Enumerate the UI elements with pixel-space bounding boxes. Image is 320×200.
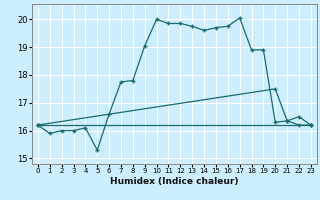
X-axis label: Humidex (Indice chaleur): Humidex (Indice chaleur) <box>110 177 239 186</box>
